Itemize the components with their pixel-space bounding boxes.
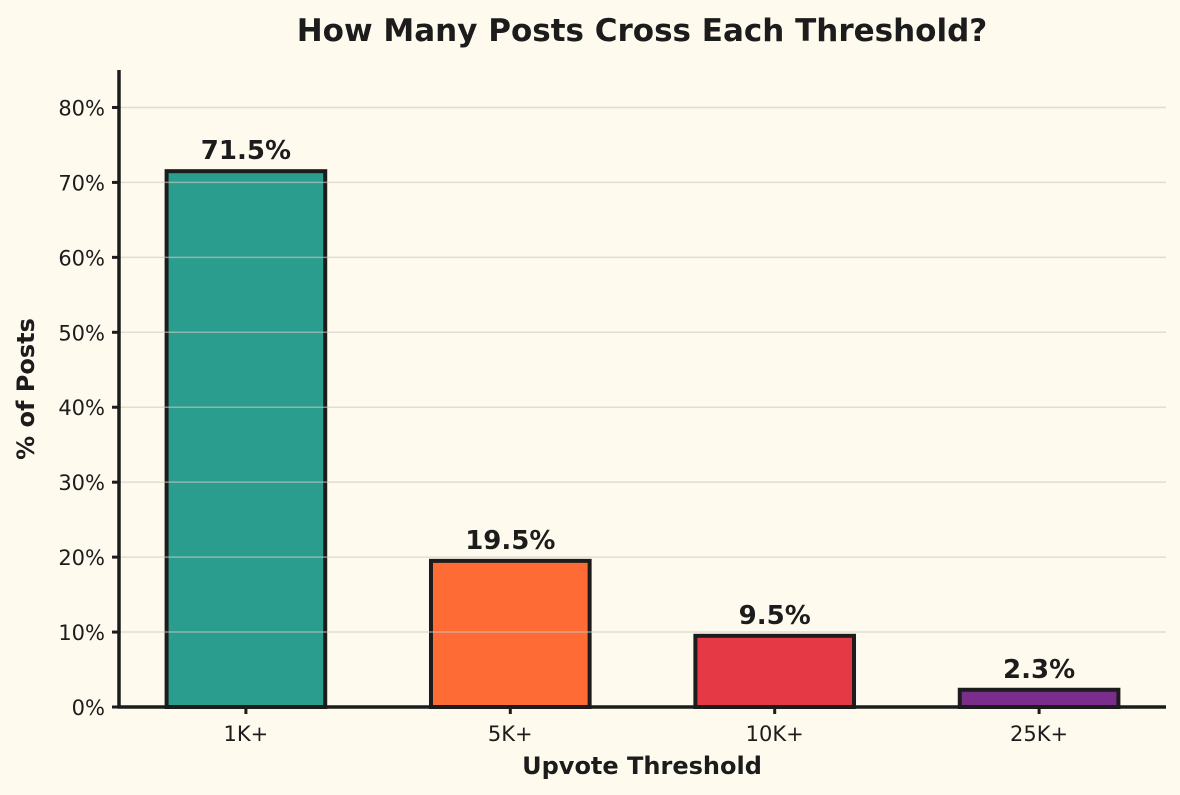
y-tick-label: 70% bbox=[58, 171, 105, 195]
y-tick-label: 40% bbox=[58, 396, 105, 420]
x-axis-label: Upvote Threshold bbox=[522, 752, 762, 780]
bar-5K+ bbox=[428, 558, 592, 709]
x-tick-label: 25K+ bbox=[1010, 722, 1068, 746]
data-label: 9.5% bbox=[739, 601, 811, 631]
y-tick-label: 0% bbox=[72, 696, 105, 720]
data-label: 71.5% bbox=[201, 136, 291, 166]
y-tick-label: 60% bbox=[58, 246, 105, 270]
chart-title: How Many Posts Cross Each Threshold? bbox=[297, 13, 988, 49]
x-tick-label: 10K+ bbox=[746, 722, 804, 746]
data-label: 19.5% bbox=[465, 526, 555, 556]
x-tick-label: 5K+ bbox=[488, 722, 533, 746]
bar-10K+ bbox=[693, 633, 857, 710]
bar-25K+ bbox=[957, 687, 1121, 710]
y-tick-label: 10% bbox=[58, 621, 105, 645]
y-tick-label: 30% bbox=[58, 471, 105, 495]
y-tick-label: 80% bbox=[58, 96, 105, 120]
y-axis-label: % of Posts bbox=[12, 318, 40, 460]
y-tick-label: 20% bbox=[58, 546, 105, 570]
y-tick-label: 50% bbox=[58, 321, 105, 345]
bar-1K+ bbox=[164, 169, 328, 709]
x-tick-label: 1K+ bbox=[224, 722, 269, 746]
data-label: 2.3% bbox=[1003, 655, 1075, 685]
